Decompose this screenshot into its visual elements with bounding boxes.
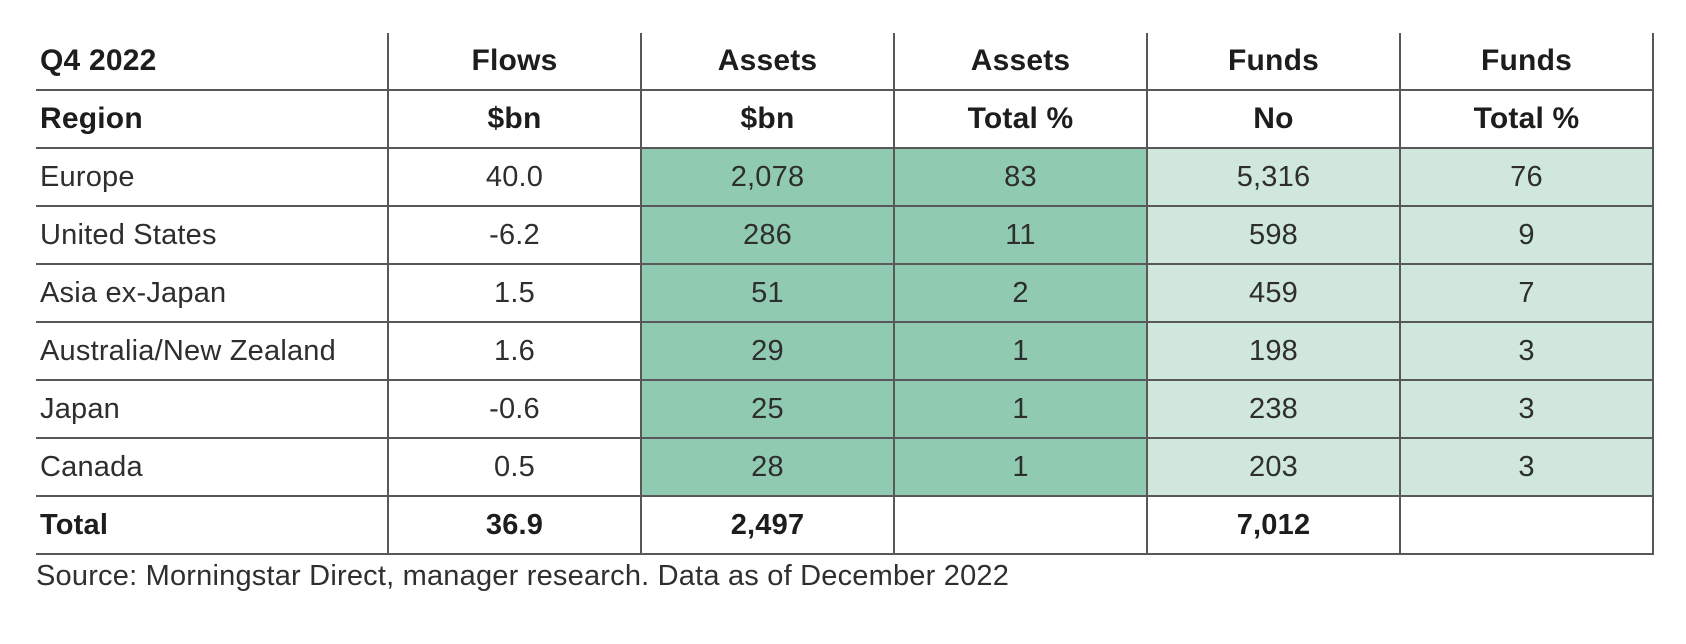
header-assets-bn: Assets (640, 33, 894, 91)
cell-total-assets-pct (893, 496, 1147, 555)
cell-assets-bn: 29 (640, 322, 894, 381)
header-flows: Flows (387, 33, 641, 91)
cell-funds-pct: 3 (1399, 438, 1654, 497)
source-caption: Source: Morningstar Direct, manager rese… (36, 560, 1010, 592)
regional-flows-table: Q4 2022 Flows Assets Assets Funds Funds … (36, 33, 1654, 555)
subheader-assets-pct: Total % (893, 90, 1147, 149)
cell-funds-pct: 9 (1399, 206, 1654, 265)
cell-funds-no: 459 (1146, 264, 1400, 323)
cell-total-funds-no: 7,012 (1146, 496, 1400, 555)
cell-assets-bn: 51 (640, 264, 894, 323)
cell-assets-pct: 1 (893, 438, 1147, 497)
cell-assets-bn: 286 (640, 206, 894, 265)
cell-flows-bn: 0.5 (387, 438, 641, 497)
cell-flows-bn: 1.6 (387, 322, 641, 381)
cell-flows-bn: -0.6 (387, 380, 641, 439)
cell-total-label: Total (36, 496, 388, 555)
cell-region: Europe (36, 148, 388, 207)
cell-total-funds-pct (1399, 496, 1654, 555)
cell-total-assets-bn: 2,497 (640, 496, 894, 555)
cell-assets-bn: 2,078 (640, 148, 894, 207)
cell-assets-pct: 1 (893, 380, 1147, 439)
cell-region: Japan (36, 380, 388, 439)
subheader-assets-unit: $bn (640, 90, 894, 149)
table-row-canada: Canada 0.5 28 1 203 3 (36, 438, 1654, 497)
header-funds-no: Funds (1146, 33, 1400, 91)
header-row-1: Q4 2022 Flows Assets Assets Funds Funds (36, 33, 1654, 91)
cell-assets-bn: 25 (640, 380, 894, 439)
cell-funds-no: 198 (1146, 322, 1400, 381)
cell-funds-no: 238 (1146, 380, 1400, 439)
header-assets-pct: Assets (893, 33, 1147, 91)
cell-region: Canada (36, 438, 388, 497)
cell-funds-pct: 3 (1399, 380, 1654, 439)
subheader-funds-no: No (1146, 90, 1400, 149)
cell-funds-pct: 7 (1399, 264, 1654, 323)
cell-funds-pct: 76 (1399, 148, 1654, 207)
cell-flows-bn: 1.5 (387, 264, 641, 323)
subheader-flows-unit: $bn (387, 90, 641, 149)
cell-assets-pct: 83 (893, 148, 1147, 207)
cell-region: Australia/New Zealand (36, 322, 388, 381)
table-row-japan: Japan -0.6 25 1 238 3 (36, 380, 1654, 439)
cell-assets-pct: 1 (893, 322, 1147, 381)
cell-total-flows-bn: 36.9 (387, 496, 641, 555)
header-quarter: Q4 2022 (36, 33, 388, 91)
cell-funds-no: 598 (1146, 206, 1400, 265)
table-row-total: Total 36.9 2,497 7,012 (36, 496, 1654, 555)
subheader-funds-pct: Total % (1399, 90, 1654, 149)
subheader-region: Region (36, 90, 388, 149)
table-row-asia-ex-japan: Asia ex-Japan 1.5 51 2 459 7 (36, 264, 1654, 323)
cell-assets-pct: 11 (893, 206, 1147, 265)
cell-funds-pct: 3 (1399, 322, 1654, 381)
cell-assets-pct: 2 (893, 264, 1147, 323)
cell-flows-bn: -6.2 (387, 206, 641, 265)
cell-region: Asia ex-Japan (36, 264, 388, 323)
cell-funds-no: 5,316 (1146, 148, 1400, 207)
cell-assets-bn: 28 (640, 438, 894, 497)
header-row-2: Region $bn $bn Total % No Total % (36, 90, 1654, 149)
cell-region: United States (36, 206, 388, 265)
table-row-united-states: United States -6.2 286 11 598 9 (36, 206, 1654, 265)
cell-flows-bn: 40.0 (387, 148, 641, 207)
table-row-australia-new-zealand: Australia/New Zealand 1.6 29 1 198 3 (36, 322, 1654, 381)
header-funds-pct: Funds (1399, 33, 1654, 91)
table-row-europe: Europe 40.0 2,078 83 5,316 76 (36, 148, 1654, 207)
cell-funds-no: 203 (1146, 438, 1400, 497)
